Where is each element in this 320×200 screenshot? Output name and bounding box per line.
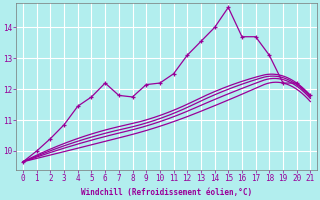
X-axis label: Windchill (Refroidissement éolien,°C): Windchill (Refroidissement éolien,°C) bbox=[81, 188, 252, 197]
